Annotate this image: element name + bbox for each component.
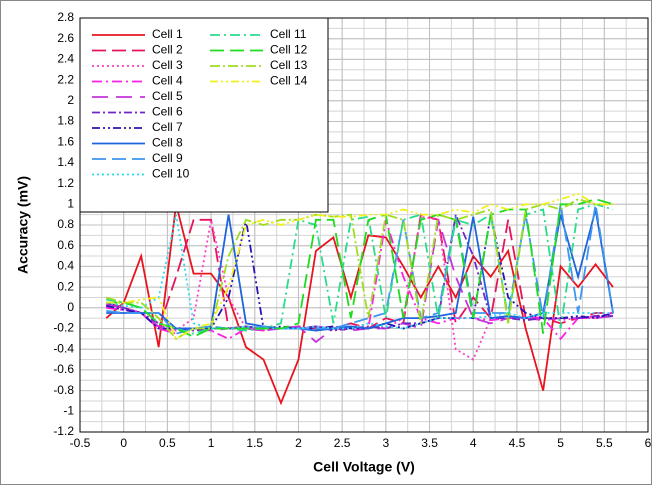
y-tick-label: -0.6 bbox=[53, 362, 74, 376]
x-tick-label: 3.5 bbox=[421, 436, 438, 450]
x-tick-label: 1 bbox=[208, 436, 215, 450]
legend-label: Cell 5 bbox=[152, 89, 183, 103]
y-tick-label: 2.8 bbox=[57, 10, 74, 24]
x-tick-label: 2.5 bbox=[334, 436, 351, 450]
series-line bbox=[105, 198, 614, 341]
series-line bbox=[106, 192, 614, 341]
y-tick-label: 0.8 bbox=[57, 217, 74, 231]
legend-label: Cell 13 bbox=[270, 58, 308, 72]
y-tick-label: 1.6 bbox=[57, 134, 74, 148]
y-axis-title: Accuracy (mV) bbox=[15, 176, 31, 274]
series-line bbox=[105, 213, 614, 331]
y-tick-label: 1.2 bbox=[57, 176, 74, 190]
y-tick-label: 0.4 bbox=[57, 259, 74, 273]
legend-label: Cell 3 bbox=[152, 58, 183, 72]
y-tick-label: -1.2 bbox=[53, 424, 74, 438]
legend-label: Cell 11 bbox=[270, 27, 307, 41]
legend-label: Cell 14 bbox=[270, 74, 308, 88]
y-tick-label: -0.4 bbox=[53, 341, 74, 355]
y-tick-label: 0.6 bbox=[57, 238, 74, 252]
x-tick-label: 4 bbox=[470, 436, 477, 450]
y-tick-label: 0 bbox=[67, 300, 74, 314]
x-tick-label: 3 bbox=[383, 436, 390, 450]
y-tick-label: 1.8 bbox=[57, 114, 74, 128]
x-tick-label: 0.5 bbox=[159, 436, 176, 450]
x-tick-label: 5.5 bbox=[596, 436, 613, 450]
y-tick-label: 1 bbox=[67, 196, 74, 210]
x-tick-label: 6 bbox=[645, 436, 652, 450]
legend-label: Cell 6 bbox=[152, 105, 183, 119]
x-tick-label: 4.5 bbox=[509, 436, 526, 450]
y-tick-label: -0.2 bbox=[53, 321, 74, 335]
series-line bbox=[106, 203, 614, 335]
y-tick-label: 2 bbox=[67, 93, 74, 107]
legend-label: Cell 7 bbox=[152, 120, 183, 134]
x-tick-label: 1.5 bbox=[246, 436, 263, 450]
y-tick-label: 0.2 bbox=[57, 279, 74, 293]
y-tick-label: 2.6 bbox=[57, 31, 74, 45]
plot-border bbox=[79, 17, 649, 433]
legend-label: Cell 2 bbox=[152, 43, 183, 57]
x-tick-label: 5 bbox=[557, 436, 564, 450]
y-tick-label: -0.8 bbox=[53, 383, 74, 397]
legend-label: Cell 12 bbox=[270, 43, 308, 57]
y-tick-label: -1 bbox=[63, 403, 74, 417]
x-tick-label: -0.5 bbox=[70, 436, 91, 450]
legend-label: Cell 10 bbox=[152, 167, 190, 181]
legend-label: Cell 8 bbox=[152, 136, 183, 150]
legend-label: Cell 4 bbox=[152, 74, 183, 88]
x-tick-label: 2 bbox=[295, 436, 302, 450]
y-tick-label: 2.4 bbox=[57, 52, 74, 66]
series-line bbox=[106, 219, 614, 344]
x-axis-title: Cell Voltage (V) bbox=[313, 459, 415, 475]
series-line bbox=[106, 214, 614, 330]
legend-label: Cell 1 bbox=[152, 27, 183, 41]
series-line bbox=[106, 198, 614, 338]
y-tick-label: 2.2 bbox=[57, 72, 74, 86]
y-tick-label: 1.4 bbox=[57, 155, 74, 169]
x-tick-label: 0 bbox=[120, 436, 127, 450]
legend-label: Cell 9 bbox=[152, 151, 183, 165]
